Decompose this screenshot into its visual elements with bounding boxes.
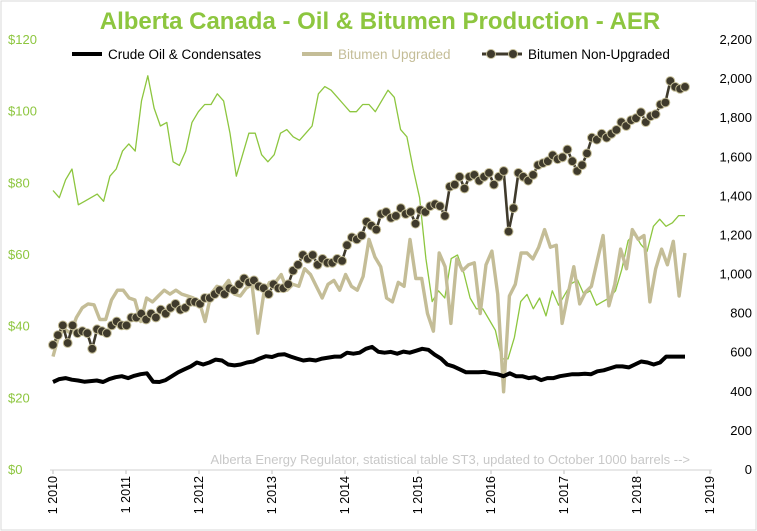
source-note: Alberta Energy Regulator, statistical ta… xyxy=(211,452,690,467)
x-tick-label: 1 2018 xyxy=(630,476,644,514)
data-point xyxy=(440,211,450,221)
data-point xyxy=(263,289,274,300)
x-tick-label: 1 2013 xyxy=(265,476,279,514)
data-point xyxy=(121,320,132,331)
data-point xyxy=(356,230,367,241)
x-tick-label: 1 2012 xyxy=(192,476,206,514)
data-point xyxy=(53,330,63,341)
left-tick-label: $0 xyxy=(8,462,22,477)
data-point xyxy=(337,256,348,266)
right-tick-label: 1,200 xyxy=(719,227,752,242)
data-point xyxy=(489,179,499,190)
left-axis: $0 $20 $40 $60 $80 $100 $120 xyxy=(8,32,37,477)
data-point xyxy=(435,201,445,212)
chart-title: Alberta Canada - Oil & Bitumen Productio… xyxy=(100,8,660,35)
legend-item-upgraded: Bitumen Upgraded xyxy=(302,47,451,62)
data-point xyxy=(48,340,58,350)
x-tick-label: 1 2014 xyxy=(338,476,352,514)
data-point xyxy=(508,203,519,214)
right-tick-label: 2,200 xyxy=(719,32,752,47)
data-point xyxy=(498,166,509,176)
right-tick-label: 0 xyxy=(745,462,752,477)
data-point xyxy=(459,183,470,194)
data-point xyxy=(562,144,573,155)
right-tick-label: 600 xyxy=(730,345,752,360)
legend: Crude Oil & Condensates Bitumen Upgraded… xyxy=(72,47,670,62)
data-point xyxy=(660,97,671,108)
right-tick-label: 200 xyxy=(730,423,752,438)
right-tick-label: 1,800 xyxy=(719,110,752,125)
data-point xyxy=(82,328,93,339)
series-line-3 xyxy=(52,75,685,360)
data-point xyxy=(557,152,568,163)
x-axis: 1 2010 1 2011 1 2012 1 2013 1 2014 1 2015 1 20… xyxy=(46,470,717,514)
left-tick-label: $80 xyxy=(8,175,30,190)
legend-label-upgraded: Bitumen Upgraded xyxy=(338,47,451,62)
x-tick-label: 1 2015 xyxy=(411,476,425,514)
left-tick-label: $60 xyxy=(8,247,30,262)
data-point xyxy=(342,240,352,251)
right-tick-label: 1,400 xyxy=(719,188,752,203)
data-point xyxy=(528,170,538,180)
data-point xyxy=(405,207,416,217)
data-point xyxy=(449,179,460,190)
data-point xyxy=(503,226,514,237)
data-point xyxy=(410,218,421,229)
x-tick-label: 1 2019 xyxy=(703,476,717,514)
legend-marker-nonupgraded xyxy=(486,49,496,59)
legend-label-nonupgraded: Bitumen Non-Upgraded xyxy=(528,47,670,62)
x-tick-label: 1 2016 xyxy=(484,476,498,514)
data-point xyxy=(650,109,661,120)
right-axis: 0 200 400 600 800 1,000 1,200 1,400 1,600 1,800 2,… xyxy=(719,32,752,477)
data-point xyxy=(636,107,646,118)
data-point xyxy=(484,168,494,178)
data-point xyxy=(307,250,318,260)
left-tick-label: $40 xyxy=(8,319,30,334)
left-tick-label: $100 xyxy=(8,104,37,119)
data-point xyxy=(102,328,112,339)
data-point xyxy=(62,338,73,348)
data-point xyxy=(57,320,68,331)
data-point xyxy=(67,320,78,331)
data-point xyxy=(87,343,98,354)
series-layer xyxy=(48,75,690,394)
data-point xyxy=(577,160,587,171)
data-point xyxy=(151,312,161,323)
legend-item-nonupgraded: Bitumen Non-Upgraded xyxy=(482,47,670,62)
data-point xyxy=(680,82,690,92)
left-tick-label: $120 xyxy=(8,32,37,47)
data-point xyxy=(611,124,622,135)
series-line-1 xyxy=(51,227,687,394)
data-point xyxy=(454,171,465,182)
right-tick-label: 1,000 xyxy=(719,267,752,282)
right-tick-label: 1,600 xyxy=(719,149,752,164)
x-tick-label: 1 2017 xyxy=(557,476,571,514)
legend-item-crude: Crude Oil & Condensates xyxy=(72,47,261,62)
data-point xyxy=(567,156,578,167)
x-tick-label: 1 2010 xyxy=(46,476,60,514)
series-line-0 xyxy=(52,344,685,384)
x-tick-label: 1 2011 xyxy=(119,476,133,513)
right-tick-label: 2,000 xyxy=(719,71,752,86)
data-point xyxy=(293,259,303,270)
legend-label-crude: Crude Oil & Condensates xyxy=(108,47,261,62)
data-point xyxy=(391,211,401,221)
data-point xyxy=(582,148,592,159)
data-point xyxy=(371,224,382,235)
legend-marker-nonupgraded-2 xyxy=(508,49,518,59)
right-tick-label: 800 xyxy=(730,306,752,321)
right-tick-label: 400 xyxy=(730,384,752,399)
left-tick-label: $20 xyxy=(8,390,30,405)
data-point xyxy=(283,279,294,290)
